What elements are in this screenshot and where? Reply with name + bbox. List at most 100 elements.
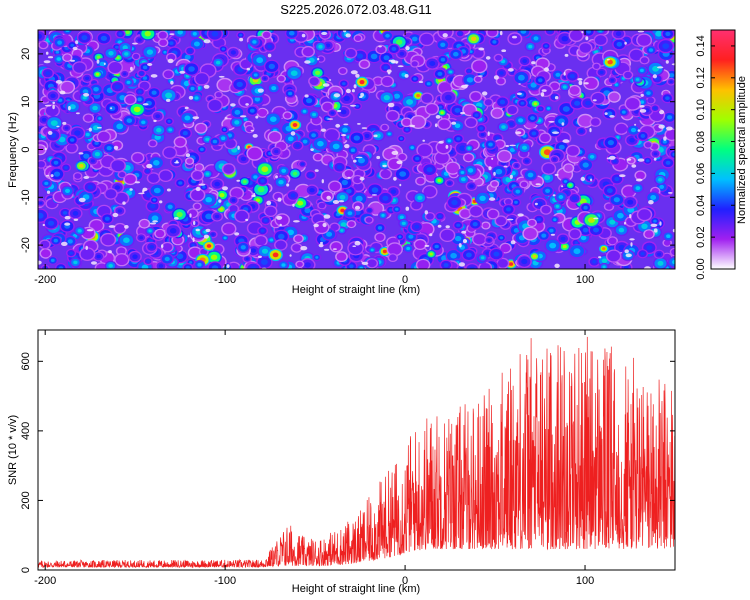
spectrogram-cell [257, 186, 265, 193]
spectrogram-cell [326, 231, 333, 237]
spectrogram-cell [395, 207, 399, 211]
spectrogram-cell [625, 253, 632, 258]
spectrogram-cell [179, 70, 186, 74]
spectrogram-cell [594, 50, 599, 54]
spectrogram-cell [257, 255, 262, 258]
spectrogram-cell [75, 40, 79, 45]
spectrogram-cell [83, 176, 90, 179]
spectrogram-cell [193, 220, 196, 226]
spectrogram-cell [159, 200, 163, 204]
spectrogram-cell [301, 33, 306, 38]
spectrogram-cell [659, 221, 662, 226]
spectrogram-cell [593, 217, 599, 220]
spectrogram-cell [653, 106, 657, 110]
spectrogram-cell [440, 229, 454, 241]
spectrogram-cell [302, 47, 314, 57]
spectrogram-cell [41, 97, 49, 103]
spectrogram-cell [137, 38, 142, 42]
spectrogram-cell [339, 194, 346, 200]
spectrogram-cell [443, 263, 449, 268]
spectrogram-cell [161, 244, 164, 249]
spectrogram-cell [389, 254, 397, 261]
spectrogram-cell [618, 227, 625, 233]
spectrogram-cell [317, 140, 324, 147]
spectrogram-cell [629, 214, 632, 219]
spectrogram-cell [167, 204, 173, 209]
spectrogram-cell [208, 100, 222, 111]
spectrogram-cell [418, 81, 424, 83]
spectrogram-cell [315, 256, 319, 259]
spectrogram-cell [149, 203, 156, 209]
spectrogram-cell [353, 159, 357, 163]
spectrogram-cell [257, 108, 268, 117]
spectrogram-cell [591, 118, 600, 126]
spectrogram-cell [329, 79, 332, 81]
spectrogram-cell [437, 178, 442, 183]
spectrogram-cell [73, 62, 86, 73]
spectrogram-cell [437, 71, 443, 76]
spectrogram-cell [364, 133, 370, 138]
spectrogram-cell [644, 266, 651, 269]
spectrogram-cell [93, 87, 99, 92]
spectrogram-cell [74, 173, 81, 179]
spectrogram-cell [159, 39, 167, 46]
spectrogram-cell [672, 228, 675, 233]
spectrogram-cell [646, 91, 651, 95]
spectrogram-cell [501, 125, 506, 129]
spectrogram-cell [306, 98, 313, 104]
spectrogram-cell [659, 110, 665, 115]
spectrogram-cell [50, 120, 58, 126]
spectrogram-cell [542, 163, 555, 174]
spectrogram-cell [377, 226, 383, 230]
spectrogram-cell [376, 45, 386, 54]
spectrogram-cell [335, 123, 341, 128]
spectrogram-cell [108, 250, 112, 254]
spectrogram-cell [221, 136, 226, 140]
spectrogram-cell [440, 111, 444, 114]
spectrogram-cell [318, 243, 324, 248]
spectrogram-cell [64, 126, 69, 130]
spectrogram-cell [195, 73, 209, 85]
spectrogram-cell [449, 70, 453, 74]
spectrogram-cell [255, 236, 267, 246]
spectrogram-cell [287, 136, 294, 142]
spectrogram-cell [82, 95, 87, 100]
spectrogram-cell [123, 72, 127, 76]
spectrogram-cell [256, 57, 264, 64]
spectrogram-cell [579, 43, 592, 53]
spectrogram-cell [158, 264, 164, 268]
spectrogram-cell [153, 160, 160, 166]
spectrogram-cell [528, 219, 536, 226]
spectrogram-cell [146, 163, 153, 169]
spectrogram-cell [320, 241, 323, 245]
spectrogram-cell [140, 72, 144, 75]
spectrogram-cell [574, 241, 579, 245]
spectrogram-cell [563, 180, 568, 183]
spectrogram-cell [555, 204, 560, 208]
spectrogram-cell [153, 119, 157, 123]
spectrogram-cell [347, 176, 351, 179]
spectrogram-cell [100, 35, 107, 41]
spectrogram-cell [332, 248, 337, 250]
spectrogram-cell [140, 220, 149, 228]
spectrogram-cell [192, 237, 195, 242]
spectrogram-x-label: Height of straight line (km) [292, 284, 420, 296]
spectrogram-cell [72, 46, 78, 51]
spectrogram-cell [276, 215, 283, 220]
spectrogram-cell [45, 105, 59, 116]
spectrogram-cell [589, 127, 592, 133]
spectrogram-cell [308, 173, 313, 177]
spectrogram-cell [293, 220, 300, 223]
spectrogram-cell [218, 199, 222, 203]
spectrogram-cell [132, 42, 138, 45]
spectrogram-cell [359, 176, 365, 181]
spectrogram-cell [65, 188, 70, 193]
spectrogram-cell [124, 52, 129, 56]
spectrogram-cell [577, 78, 583, 81]
spectrogram-cell [90, 220, 103, 232]
spectrogram-cell [381, 213, 385, 217]
spectrogram-cell [359, 266, 364, 269]
spectrogram-cell [151, 215, 159, 222]
spectrogram-cell [91, 261, 97, 265]
